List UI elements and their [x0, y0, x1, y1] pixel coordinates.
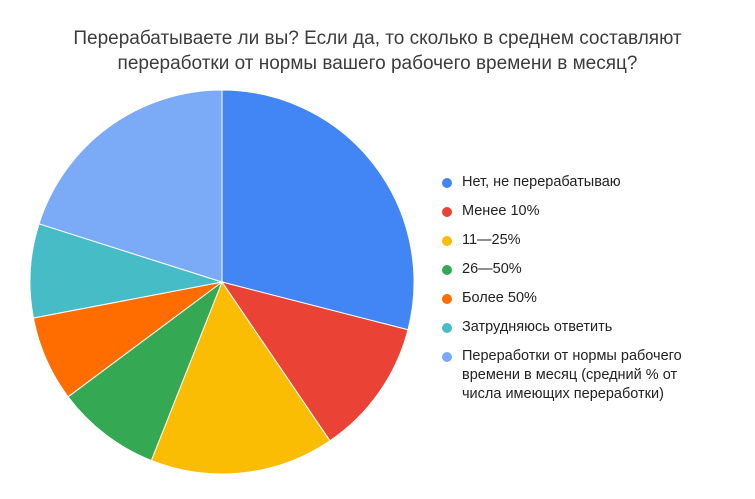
pie-slice-7[interactable] [38, 89, 223, 283]
legend-marker-icon [442, 294, 452, 304]
legend-marker-icon [442, 178, 452, 188]
legend-item-4[interactable]: 26—50% [441, 260, 741, 279]
legend-label: Более 50% [462, 290, 537, 306]
pie-slice-4[interactable] [67, 280, 224, 462]
legend-label: 11—25% [462, 232, 521, 248]
pie-slice-2[interactable] [220, 281, 409, 442]
legend-marker-icon [442, 236, 452, 246]
legend-label: Менее 10% [462, 203, 540, 219]
legend-label: Затрудняюсь ответить [462, 319, 613, 335]
legend-item-6[interactable]: Затрудняюсь ответить [441, 318, 741, 337]
legend-label: 26—50% [462, 261, 522, 277]
legend-marker-icon [442, 323, 452, 333]
legend-item-1[interactable]: Нет, не перерабатываю [441, 173, 741, 192]
pie-slice-1[interactable] [221, 89, 415, 331]
legend-marker-icon [442, 265, 452, 275]
legend-label: Нет, не перерабатываю [462, 174, 621, 190]
legend-item-7[interactable]: Переработки от нормы рабочего времени в … [441, 347, 741, 404]
legend-label: Переработки от нормы рабочего времени в … [462, 348, 682, 402]
chart-legend: Нет, не перерабатываю Менее 10% 11—25% 26—5… [441, 173, 741, 414]
chart-title-line-1: Перерабатываете ли вы? Если да, то сколь… [73, 28, 682, 49]
pie-slice-3[interactable] [150, 280, 331, 475]
legend-marker-icon [442, 352, 452, 362]
pie-slice-6[interactable] [29, 223, 223, 319]
legend-marker-icon [442, 207, 452, 217]
chart-title-line-2: переработки от нормы вашего рабочего вре… [117, 53, 638, 74]
legend-item-2[interactable]: Менее 10% [441, 202, 741, 221]
pie-slices [29, 89, 415, 475]
legend-item-5[interactable]: Более 50% [441, 289, 741, 308]
legend-item-3[interactable]: 11—25% [441, 231, 741, 250]
chart-title: Перерабатываете ли вы? Если да, то сколь… [0, 26, 755, 76]
